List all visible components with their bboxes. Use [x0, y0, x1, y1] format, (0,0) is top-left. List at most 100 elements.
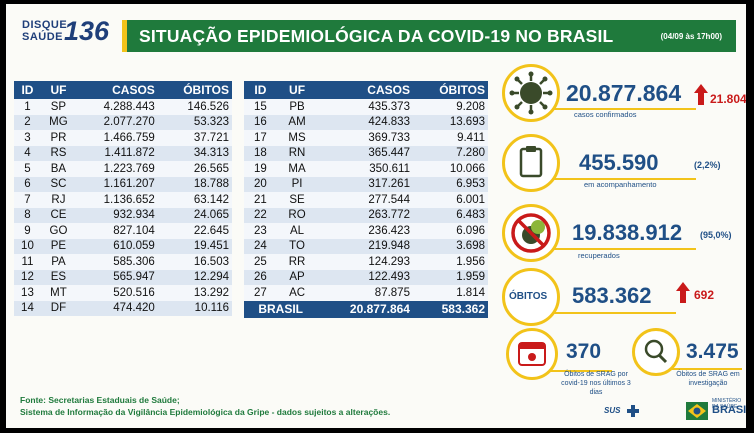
- cell-cases: 236.423: [317, 223, 413, 239]
- cell-uf: PB: [276, 99, 318, 115]
- cell-id: 14: [14, 300, 41, 316]
- infographic: DISQUE SAÚDE 136 SITUAÇÃO EPIDEMIOLÓGICA…: [6, 4, 746, 428]
- srag-deaths-value: 370: [566, 340, 602, 363]
- srag-investigation-ring: [632, 328, 680, 376]
- table-row: 25 RR 124.293 1.956: [244, 254, 488, 270]
- divider-line: [666, 368, 742, 370]
- cell-id: 4: [14, 145, 41, 161]
- col-cases: CASOS: [317, 81, 413, 99]
- srag-investigation-value: 3.475: [686, 340, 739, 363]
- cell-cases: 317.261: [317, 176, 413, 192]
- srag-deaths-label: Óbitos de SRAG por covid-19 nos últimos …: [561, 371, 631, 396]
- table-row: 26 AP 122.493 1.959: [244, 269, 488, 285]
- table-row: 6 SC 1.161.207 18.788: [14, 176, 232, 192]
- cell-id: 24: [244, 238, 277, 254]
- cell-deaths: 6.001: [412, 192, 488, 208]
- footer-source: Fonte: Secretarias Estaduais de Saúde; S…: [20, 394, 390, 418]
- cell-deaths: 6.953: [412, 176, 488, 192]
- cell-cases: 369.733: [317, 130, 413, 146]
- cell-uf: PE: [40, 238, 76, 254]
- cell-uf: AC: [276, 285, 318, 301]
- cell-id: 17: [244, 130, 277, 146]
- recovered-pct: (95,0%): [700, 230, 732, 240]
- cell-id: 18: [244, 145, 277, 161]
- flag-icon: [686, 402, 708, 420]
- table-row: 4 RS 1.411.872 34.313: [14, 145, 232, 161]
- cell-deaths: 24.065: [157, 207, 232, 223]
- table-row: 2 MG 2.077.270 53.323: [14, 114, 232, 130]
- deaths-ring: [502, 268, 560, 326]
- cell-cases: 277.544: [317, 192, 413, 208]
- cell-deaths: 13.292: [157, 285, 232, 301]
- cell-deaths: 63.142: [157, 192, 232, 208]
- cell-cases: 932.934: [76, 207, 158, 223]
- cell-id: 13: [14, 285, 41, 301]
- col-id: ID: [244, 81, 277, 99]
- cell-cases: 87.875: [317, 285, 413, 301]
- cell-uf: GO: [40, 223, 76, 239]
- cell-id: 26: [244, 269, 277, 285]
- divider-line: [546, 248, 696, 250]
- cell-cases: 1.466.759: [76, 130, 158, 146]
- cell-cases: 2.077.270: [76, 114, 158, 130]
- recovered-ring: [502, 204, 560, 262]
- cell-cases: 219.948: [317, 238, 413, 254]
- cell-cases: 520.516: [76, 285, 158, 301]
- cell-uf: RR: [276, 254, 318, 270]
- cell-uf: MS: [276, 130, 318, 146]
- confirmed-value: 20.877.864: [566, 80, 682, 106]
- cell-cases: 1.136.652: [76, 192, 158, 208]
- cell-deaths: 9.208: [412, 99, 488, 115]
- clipboard-icon: [519, 146, 543, 178]
- col-cases: CASOS: [76, 81, 158, 99]
- cell-uf: MT: [40, 285, 76, 301]
- table-row: 7 RJ 1.136.652 63.142: [14, 192, 232, 208]
- cell-uf: SP: [40, 99, 76, 115]
- cell-deaths: 18.788: [157, 176, 232, 192]
- cell-id: 7: [14, 192, 41, 208]
- table-row: 16 AM 424.833 13.693: [244, 114, 488, 130]
- table-row: 13 MT 520.516 13.292: [14, 285, 232, 301]
- table-row: 12 ES 565.947 12.294: [14, 269, 232, 285]
- cell-id: 3: [14, 130, 41, 146]
- cell-cases: 124.293: [317, 254, 413, 270]
- cell-cases: 610.059: [76, 238, 158, 254]
- cell-cases: 424.833: [317, 114, 413, 130]
- table-row: 10 PE 610.059 19.451: [14, 238, 232, 254]
- cell-cases: 122.493: [317, 269, 413, 285]
- confirmed-label: casos confirmados: [574, 110, 637, 119]
- cell-id: 27: [244, 285, 277, 301]
- table-row: 1 SP 4.288.443 146.526: [14, 99, 232, 115]
- cell-uf: DF: [40, 300, 76, 316]
- cell-deaths: 1.959: [412, 269, 488, 285]
- monitoring-label: em acompanhamento: [584, 180, 657, 189]
- cell-id: 8: [14, 207, 41, 223]
- cell-cases: 474.420: [76, 300, 158, 316]
- cell-uf: BA: [40, 161, 76, 177]
- cell-deaths: 26.565: [157, 161, 232, 177]
- cell-uf: AP: [276, 269, 318, 285]
- report-date: (04/09 às 17h00): [660, 32, 722, 41]
- col-uf: UF: [40, 81, 76, 99]
- deaths-label: ÓBITOS: [509, 291, 548, 302]
- col-id: ID: [14, 81, 41, 99]
- cell-id: 21: [244, 192, 277, 208]
- cell-cases: 585.306: [76, 254, 158, 270]
- cell-deaths: 22.645: [157, 223, 232, 239]
- cell-uf: RJ: [40, 192, 76, 208]
- cell-uf: ES: [40, 269, 76, 285]
- cell-deaths: 13.693: [412, 114, 488, 130]
- col-deaths: ÓBITOS: [412, 81, 488, 99]
- confirmed-ring: [502, 64, 560, 122]
- recovered-label: recuperados: [578, 251, 620, 260]
- gov-logos: SUS MINISTÉRIO DA SAÚDE BRASIL: [604, 398, 746, 422]
- cell-uf: PR: [40, 130, 76, 146]
- table-row: 23 AL 236.423 6.096: [244, 223, 488, 239]
- cell-uf: AM: [276, 114, 318, 130]
- cell-uf: CE: [40, 207, 76, 223]
- cell-cases: 1.161.207: [76, 176, 158, 192]
- cell-deaths: 19.451: [157, 238, 232, 254]
- cell-deaths: 6.096: [412, 223, 488, 239]
- table-row: 8 CE 932.934 24.065: [14, 207, 232, 223]
- title-bar: SITUAÇÃO EPIDEMIOLÓGICA DA COVID-19 NO B…: [122, 20, 736, 52]
